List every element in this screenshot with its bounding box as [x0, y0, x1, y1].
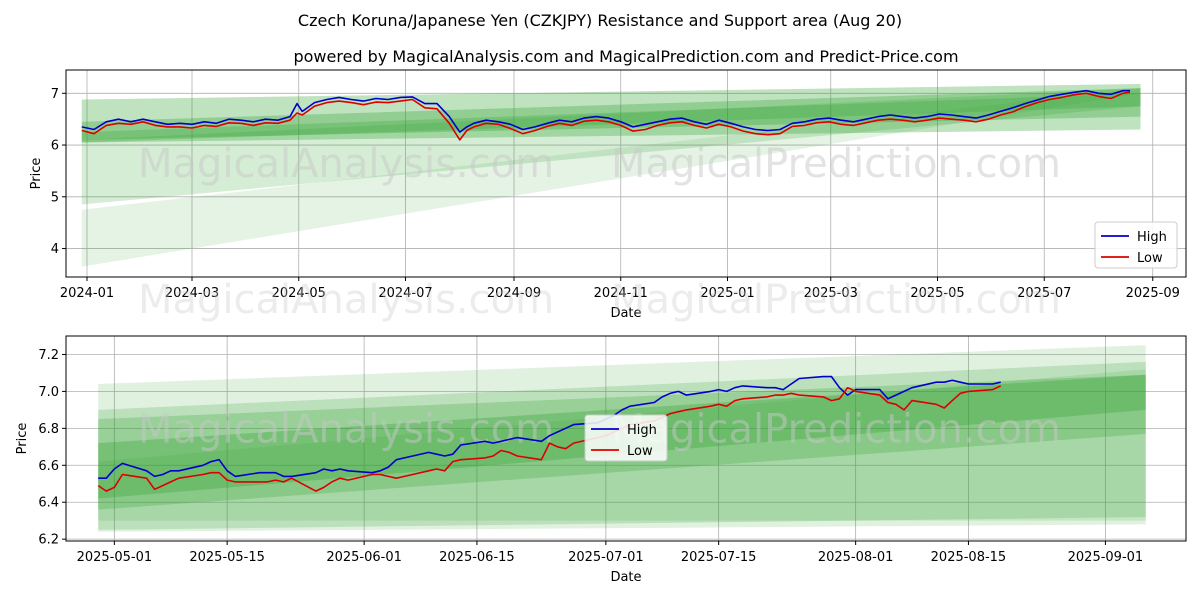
legend: High Low	[1094, 221, 1178, 269]
y-tick-label: 5	[51, 190, 59, 205]
y-tick-label: 7.2	[38, 348, 59, 363]
x-tick-label: 2025-09-01	[1068, 550, 1144, 565]
y-tick-label: 6.8	[38, 422, 59, 437]
x-tick-label: 2025-07-01	[568, 550, 644, 565]
x-tick-label: 2024-01	[60, 286, 114, 301]
x-tick-label: 2024-07	[378, 286, 432, 301]
y-tick-label: 6	[51, 139, 59, 154]
series-line-high	[81, 89, 1130, 133]
x-tick-label: 2025-06-15	[439, 550, 515, 565]
watermark: MagicalAnalysis.com	[138, 277, 554, 323]
chart-subtitle: powered by MagicalAnalysis.com and Magic…	[293, 47, 958, 66]
legend: High Low	[584, 414, 668, 462]
x-tick-label: 2025-08-15	[931, 550, 1007, 565]
x-tick-label: 2024-09	[487, 286, 541, 301]
plot-frame	[65, 69, 1187, 278]
x-tick-label: 2025-05-15	[189, 550, 265, 565]
series-line-low	[81, 91, 1131, 141]
watermark: MagicalAnalysis.com	[138, 406, 554, 452]
y-tick-label: 4	[51, 242, 59, 257]
y-tick-label: 6.2	[38, 533, 59, 548]
x-tick-label: 2025-03	[804, 286, 858, 301]
x-tick-label: 2025-07	[1017, 286, 1071, 301]
x-tick-label: 2025-05-01	[77, 550, 153, 565]
x-tick-label: 2025-01	[700, 286, 754, 301]
watermark: MagicalPrediction.com	[611, 277, 1061, 323]
x-tick-label: 2025-05	[910, 286, 964, 301]
legend-label-low: Low	[1137, 251, 1163, 266]
watermark: MagicalPrediction.com	[611, 406, 1061, 452]
y-tick-label: 6.6	[38, 459, 59, 474]
x-tick-label: 2024-11	[594, 286, 648, 301]
y-tick-label: 7	[51, 87, 59, 102]
legend-box	[1094, 221, 1178, 269]
legend-box	[584, 414, 668, 462]
bottom-panel: MagicalAnalysis.com MagicalPrediction.com…	[15, 335, 1187, 585]
legend-label-low: Low	[627, 444, 653, 459]
x-tick-label: 2025-08-01	[818, 550, 894, 565]
x-tick-label: 2025-09	[1126, 286, 1180, 301]
x-tick-label: 2024-05	[272, 286, 326, 301]
y-tick-label: 7.0	[38, 385, 59, 400]
y-axis-label: Price	[29, 158, 44, 190]
legend-label-high: High	[627, 423, 657, 438]
x-tick-label: 2025-06-01	[326, 550, 402, 565]
series-line-low	[97, 385, 1002, 492]
x-axis-label: Date	[610, 306, 641, 321]
y-tick-label: 6.4	[38, 496, 59, 511]
top-panel: MagicalAnalysis.com MagicalPrediction.com…	[29, 69, 1187, 321]
x-tick-label: 2024-03	[165, 286, 219, 301]
support-resistance-band	[81, 88, 1141, 140]
plot-frame	[65, 335, 1187, 542]
x-axis-label: Date	[610, 570, 641, 585]
chart-title: Czech Koruna/Japanese Yen (CZKJPY) Resis…	[298, 11, 902, 30]
x-tick-label: 2025-07-15	[681, 550, 757, 565]
watermark: MagicalAnalysis.com	[138, 141, 554, 187]
support-resistance-band	[81, 93, 1141, 143]
legend-label-high: High	[1137, 230, 1167, 245]
y-axis-label: Price	[15, 423, 30, 455]
watermark: MagicalPrediction.com	[611, 141, 1061, 187]
support-resistance-band	[81, 88, 1141, 267]
